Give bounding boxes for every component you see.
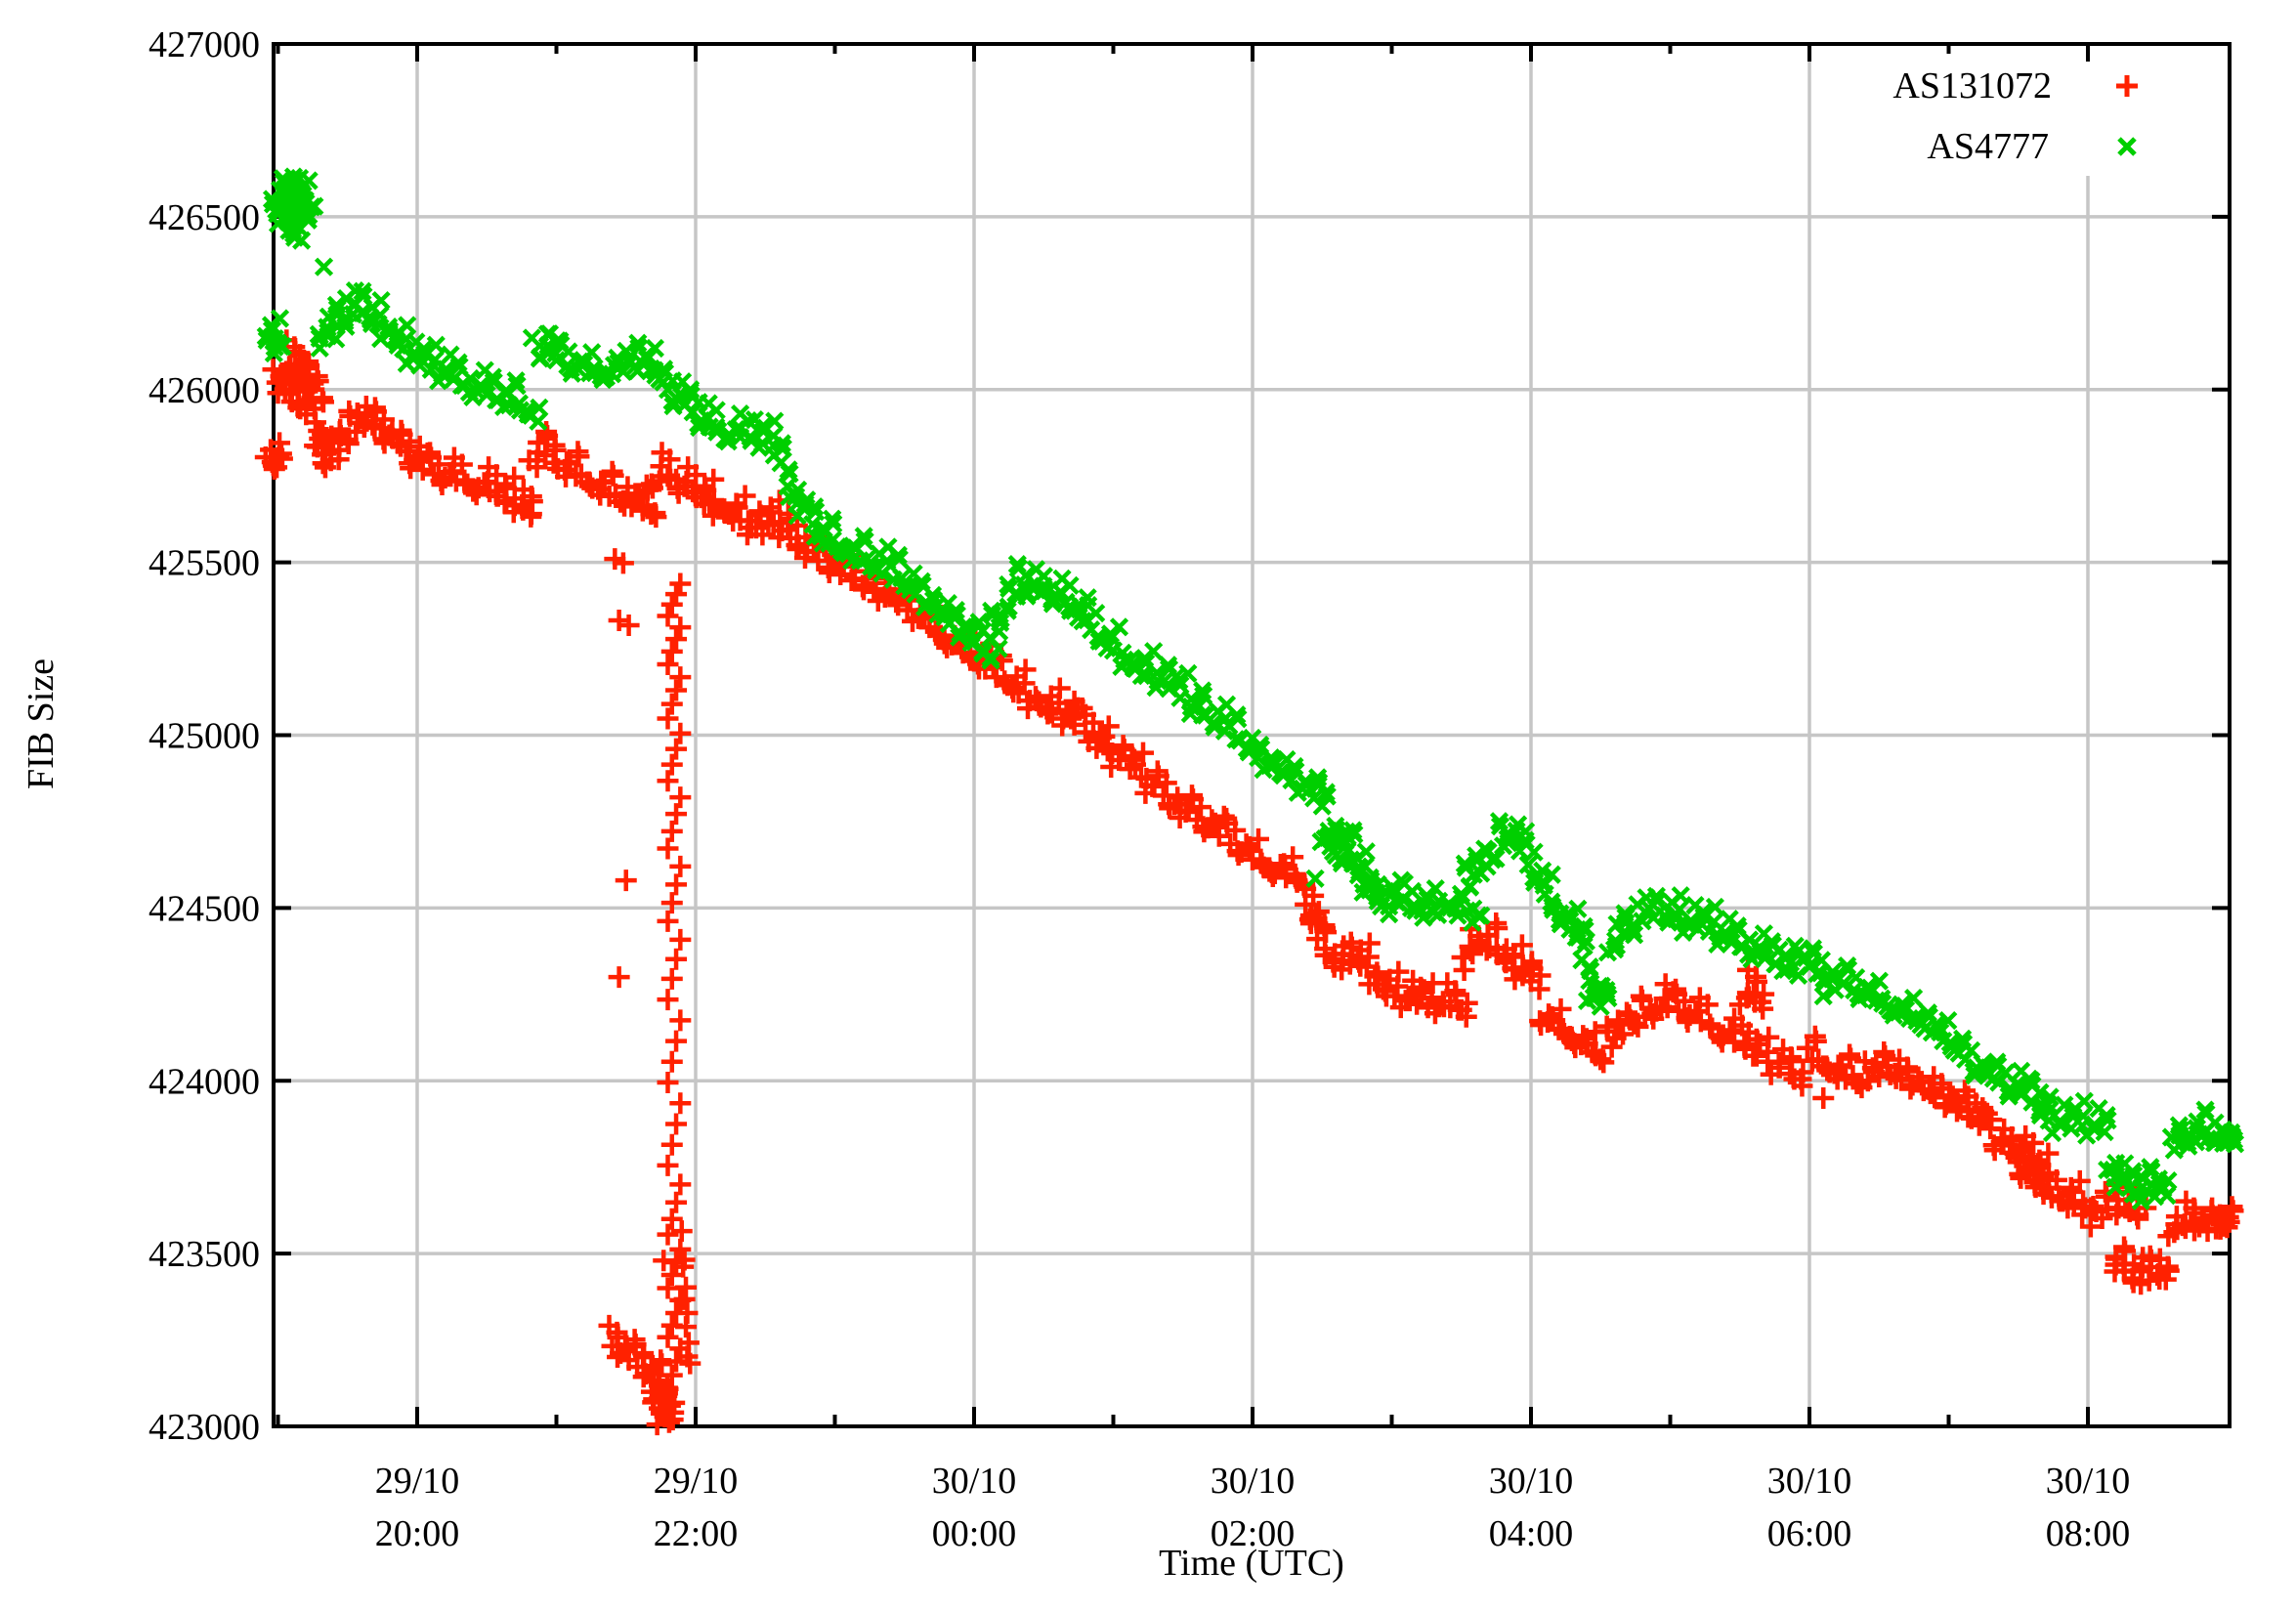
x-tick-time-label: 20:00 (375, 1513, 460, 1554)
x-tick-time-label: 22:00 (654, 1513, 739, 1554)
x-tick-date-label: 30/10 (1767, 1461, 1852, 1502)
plot-border-and-ticks (272, 42, 2232, 1428)
x-axis-title: Time (UTC) (1159, 1543, 1344, 1584)
x-tick-date-label: 29/10 (375, 1461, 460, 1502)
y-tick-label: 423000 (149, 1407, 260, 1448)
y-tick-label: 426000 (149, 370, 260, 411)
x-tick-time-label: 08:00 (2046, 1513, 2131, 1554)
series-AS131072-points (254, 329, 2244, 1436)
legend-plus-icon (2116, 75, 2138, 97)
x-tick-time-label: 04:00 (1489, 1513, 1574, 1554)
legend-label-as131072: AS131072 (1892, 65, 2052, 107)
y-tick-label: 427000 (149, 24, 260, 65)
tick-labels: 427000 426500 426000 425500 425000 424500 4240… (149, 24, 2130, 1554)
legend-marker-samples (2116, 75, 2138, 156)
x-tick-time-label: 00:00 (932, 1513, 1017, 1554)
y-tick-label: 426500 (149, 197, 260, 238)
x-tick-time-label: 02:00 (1211, 1513, 1296, 1554)
series-AS4777-points (256, 167, 2245, 1210)
x-tick-date-label: 30/10 (1211, 1461, 1296, 1502)
x-tick-time-label: 06:00 (1767, 1513, 1852, 1554)
data-point-marker (254, 329, 2244, 1436)
x-tick-date-label: 30/10 (932, 1461, 1017, 1502)
x-tick-date-label: 29/10 (654, 1461, 739, 1502)
y-axis-title: FIB Size (21, 658, 62, 790)
legend-cross-icon (2117, 137, 2137, 156)
x-tick-date-label: 30/10 (1489, 1461, 1574, 1502)
x-tick-date-label: 30/10 (2046, 1461, 2131, 1502)
y-tick-label: 424500 (149, 888, 260, 929)
legend-label-as4777: AS4777 (1927, 126, 2049, 168)
y-tick-label: 424000 (149, 1061, 260, 1102)
data-point-marker (256, 167, 2245, 1210)
y-tick-label: 425000 (149, 716, 260, 757)
y-tick-label: 423500 (149, 1234, 260, 1275)
y-tick-label: 425500 (149, 543, 260, 584)
